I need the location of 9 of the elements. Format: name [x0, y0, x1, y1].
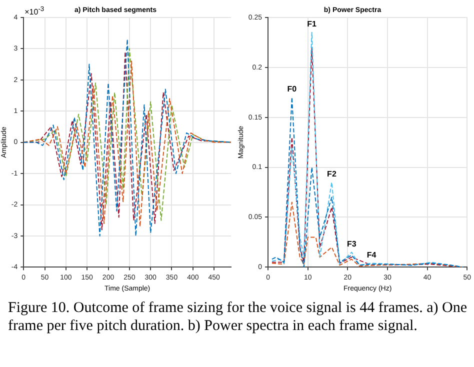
annotation: F4 — [366, 250, 377, 260]
text: ×10$^{-3}$ — [24, 6, 44, 18]
annotation: F1 — [307, 20, 318, 29]
line-series — [272, 202, 464, 268]
annotation: F3 — [346, 239, 357, 248]
line-series — [272, 96, 464, 268]
annotation: F2 — [327, 169, 337, 178]
caption: Figure 10. Outcome of frame sizing for the voice signal is 44 frames. a) One frame per five pitch duration. b) Power spectra in each frame signal. — [8, 299, 468, 335]
annotation: F0 — [287, 84, 298, 94]
